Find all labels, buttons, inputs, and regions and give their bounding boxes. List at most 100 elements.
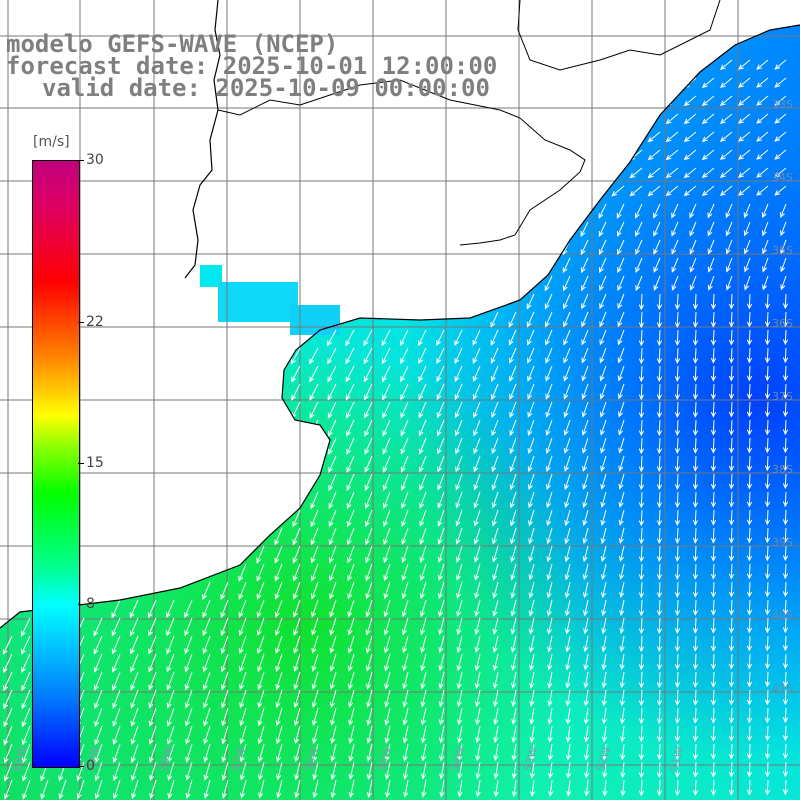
lon-label: 53W [521,745,540,773]
wind-arrow [473,509,481,527]
wind-arrow [203,725,211,745]
wind-arrow [400,437,409,455]
wind-arrow [184,653,193,673]
wind-arrow [454,329,463,346]
wind-arrow [738,185,751,196]
wind-arrow [580,221,589,238]
wind-arrow [683,113,697,125]
wind-arrow [384,653,391,672]
colorbar-tick-label: 8 [86,596,95,613]
wind-arrow [619,581,625,599]
wind-arrow [3,761,13,782]
wind-arrow [347,653,355,672]
wind-arrow [402,743,409,762]
wind-arrow [728,437,735,454]
wind-arrow [744,275,751,291]
wind-arrow [511,725,517,744]
wind-arrow [310,527,319,546]
wind-arrow [653,203,661,219]
wind-arrow [756,131,769,142]
wind-arrow [529,779,536,798]
wind-arrow [472,347,481,365]
lat-label: 34S [772,171,793,184]
wind-arrow [635,257,643,273]
wind-arrow [638,689,645,707]
wind-arrow [291,419,301,437]
wind-arrow [674,599,681,617]
wind-arrow [455,437,463,455]
wind-arrow [743,257,751,273]
lat-label: 40S [772,609,793,622]
wind-arrow [601,599,607,617]
wind-arrow [401,599,409,618]
wind-arrow [725,257,733,273]
wind-arrow [738,77,751,88]
colorbar-tick-mark [78,463,84,464]
wind-arrow [437,581,445,600]
wind-arrow [674,329,681,347]
wind-arrow [365,581,373,600]
wind-arrow [493,689,499,708]
wind-arrow [656,527,663,545]
wind-arrow [382,365,391,383]
wind-arrow [347,599,355,618]
wind-arrow [167,761,175,781]
wind-arrow [508,329,517,346]
wind-arrow [656,779,663,797]
wind-arrow [311,671,319,690]
wind-arrow [764,329,771,346]
wind-arrow [457,725,463,744]
wind-arrow [701,131,715,143]
wind-arrow [454,401,463,419]
wind-arrow [291,383,301,401]
wind-arrow [674,509,681,527]
wind-arrow [674,437,681,455]
wind-arrow [599,419,607,436]
wind-arrow [600,581,607,599]
wind-arrow [239,707,247,727]
wind-arrow [472,383,481,401]
wind-arrow [583,617,589,635]
wind-arrow [148,743,157,763]
wind-arrow [774,77,787,88]
wind-arrow [634,203,643,219]
wind-arrow [3,671,13,692]
wind-arrow [656,437,663,455]
wind-arrow [526,311,535,328]
wind-arrow [22,779,31,800]
wind-arrow [764,311,771,328]
wind-arrow [330,743,337,763]
wind-arrow [710,725,717,742]
wind-arrow [3,653,13,674]
wind-arrow [701,167,715,179]
wind-arrow [238,617,247,637]
wind-arrow [728,419,735,436]
wind-arrow [563,311,571,328]
wind-arrow [347,635,355,654]
wind-arrow [782,581,789,598]
wind-arrow [93,653,103,673]
wind-arrow [565,653,571,671]
wind-arrow [509,383,517,401]
wind-arrow [527,473,535,491]
wind-arrow [746,779,753,796]
wind-arrow [728,635,735,652]
wind-arrow [656,671,663,689]
wind-arrow [420,707,427,726]
colorbar-units: [m/s] [33,134,70,150]
wind-arrow [728,707,735,724]
wind-arrow [474,563,481,581]
wind-arrow [202,671,211,691]
wind-arrow [619,653,625,671]
wind-arrow [689,257,697,273]
wind-arrow [764,599,771,616]
wind-arrow [638,653,645,671]
wind-arrow [764,617,771,634]
wind-arrow [365,599,373,618]
wind-arrow [616,203,625,219]
wind-arrow [746,689,753,706]
wind-arrow [619,671,625,689]
wind-arrow [692,329,699,346]
wind-arrow [528,527,535,545]
wind-arrow [600,545,607,563]
